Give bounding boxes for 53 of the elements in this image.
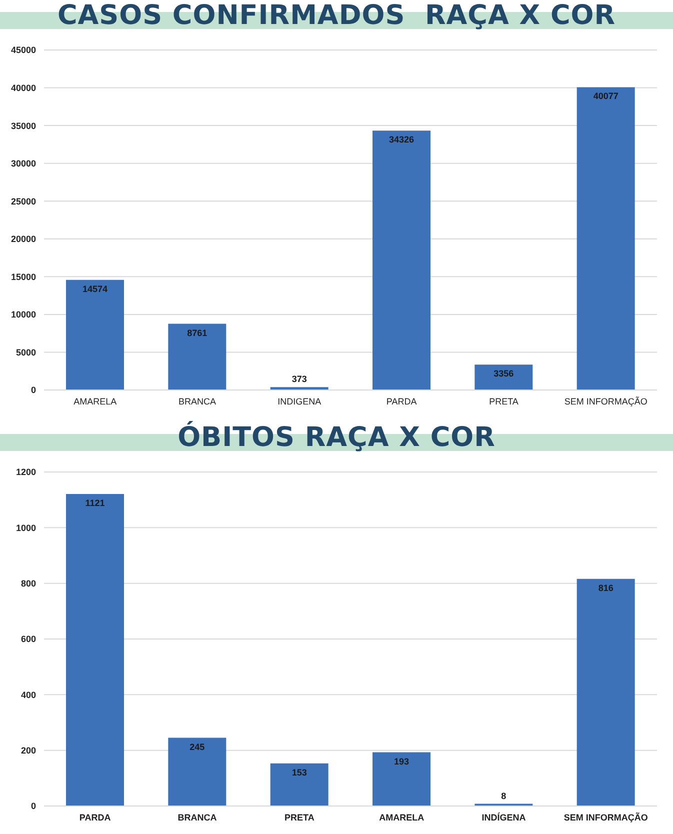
bar — [576, 87, 635, 390]
data-label: 8761 — [187, 328, 208, 338]
x-tick-label: BRANCA — [178, 812, 218, 822]
y-tick-label: 1200 — [16, 467, 36, 478]
data-label: 245 — [190, 742, 205, 752]
chart-title: CASOS CONFIRMADOS RAÇA X COR — [56, 0, 617, 31]
x-tick-label: INDIGENA — [278, 396, 322, 406]
bar — [576, 578, 635, 806]
y-tick-label: 200 — [20, 746, 36, 756]
x-tick-label: PRETA — [489, 396, 518, 406]
data-label: 34326 — [388, 134, 414, 145]
y-tick-label: 45000 — [10, 45, 36, 56]
y-tick-label: 25000 — [10, 196, 36, 206]
x-tick-label: AMARELA — [379, 812, 425, 822]
data-label: 14574 — [82, 284, 108, 294]
data-label: 373 — [292, 374, 307, 384]
bar — [66, 494, 124, 806]
bar — [474, 364, 533, 390]
bar — [168, 738, 226, 806]
data-label: 8 — [501, 790, 506, 801]
x-tick-label: INDÍGENA — [482, 812, 526, 822]
data-label: 3356 — [494, 368, 514, 379]
y-tick-label: 1000 — [16, 522, 36, 533]
y-tick-label: 5000 — [16, 347, 36, 358]
x-tick-label: PRETA — [284, 812, 315, 822]
data-label: 193 — [394, 756, 410, 766]
y-tick-label: 0 — [30, 801, 36, 812]
x-tick-label: BRANCA — [178, 396, 216, 406]
y-tick-label: 15000 — [10, 272, 36, 282]
bar — [168, 324, 226, 390]
y-tick-label: 35000 — [10, 120, 36, 131]
data-label: 40077 — [593, 91, 618, 102]
y-tick-label: 40000 — [10, 82, 36, 93]
data-label: 816 — [598, 582, 614, 593]
y-tick-label: 800 — [20, 578, 36, 589]
x-tick-label: SEM INFORMAÇÃO — [564, 811, 648, 822]
bar — [372, 752, 430, 806]
data-label: 1121 — [85, 498, 105, 508]
chart-title: ÓBITOS RAÇA X COR — [176, 422, 496, 453]
y-tick-label: 0 — [30, 385, 36, 396]
x-tick-label: PARDA — [386, 396, 417, 406]
y-tick-label: 20000 — [10, 234, 36, 244]
y-tick-label: 400 — [20, 690, 36, 700]
bar — [270, 763, 328, 806]
x-tick-label: SEM INFORMAÇÃO — [564, 396, 648, 406]
data-label: 153 — [292, 767, 307, 778]
bar — [66, 280, 124, 390]
y-tick-label: 30000 — [10, 158, 36, 169]
x-tick-label: PARDA — [79, 812, 112, 822]
x-tick-label: AMARELA — [74, 396, 117, 406]
y-tick-label: 10000 — [10, 310, 36, 320]
y-tick-label: 600 — [20, 634, 36, 644]
bar — [372, 130, 430, 390]
